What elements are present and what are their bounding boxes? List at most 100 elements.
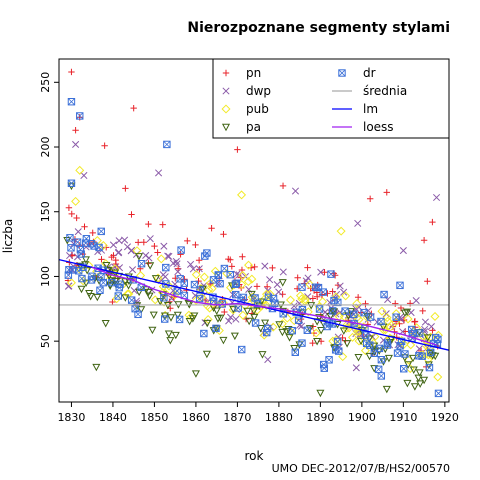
data-point xyxy=(239,293,248,302)
data-point xyxy=(97,273,105,281)
data-point xyxy=(121,236,129,244)
data-point xyxy=(402,308,412,317)
data-point xyxy=(69,266,77,274)
data-point xyxy=(203,319,212,328)
data-point xyxy=(383,339,392,347)
data-point xyxy=(382,313,392,323)
data-point xyxy=(88,272,96,281)
data-point xyxy=(429,218,436,226)
data-point xyxy=(137,306,146,314)
data-point xyxy=(123,289,133,299)
data-point xyxy=(153,273,163,283)
x-tick-label: 1840 xyxy=(99,411,127,424)
data-point xyxy=(374,365,383,374)
data-point xyxy=(239,253,246,260)
data-point xyxy=(330,296,338,305)
data-point xyxy=(284,325,293,334)
data-point xyxy=(434,335,442,344)
data-point xyxy=(404,361,413,369)
data-point xyxy=(400,365,408,373)
data-point xyxy=(68,68,75,76)
data-point xyxy=(362,300,369,307)
data-point xyxy=(320,364,328,372)
data-point xyxy=(377,356,386,364)
data-point xyxy=(220,264,229,273)
data-point xyxy=(219,336,228,345)
data-point xyxy=(216,279,224,288)
data-point xyxy=(249,307,258,315)
data-point xyxy=(250,313,259,322)
data-point xyxy=(234,146,241,153)
data-point xyxy=(137,259,146,268)
data-point xyxy=(427,323,435,331)
data-point xyxy=(227,256,234,263)
data-point xyxy=(289,316,299,326)
data-point xyxy=(269,294,278,303)
data-point xyxy=(232,290,240,299)
data-point xyxy=(246,298,256,308)
data-point xyxy=(191,270,201,280)
data-point xyxy=(294,274,301,281)
data-point xyxy=(382,310,390,318)
data-point xyxy=(67,98,76,106)
data-point xyxy=(81,256,90,264)
data-point xyxy=(204,285,214,295)
data-point xyxy=(331,272,339,279)
data-point xyxy=(238,310,248,320)
data-point xyxy=(220,230,227,238)
data-point xyxy=(325,356,333,364)
legend-label: średnia xyxy=(363,84,407,98)
data-point xyxy=(216,314,225,323)
series-dwp xyxy=(64,140,441,372)
data-point xyxy=(165,252,173,261)
data-point xyxy=(415,369,424,377)
data-point xyxy=(212,307,221,316)
data-point xyxy=(336,282,344,290)
data-point xyxy=(73,253,82,261)
data-point xyxy=(192,241,199,249)
data-point xyxy=(163,140,171,149)
data-point xyxy=(202,350,211,359)
data-point xyxy=(168,295,176,303)
data-point xyxy=(411,318,418,326)
data-point xyxy=(89,229,96,237)
data-point xyxy=(360,346,370,356)
data-point xyxy=(124,282,133,290)
data-point xyxy=(420,376,429,385)
data-point xyxy=(233,270,241,278)
data-point xyxy=(347,332,357,342)
data-point xyxy=(421,318,429,326)
data-point xyxy=(350,310,358,319)
data-point xyxy=(278,279,287,287)
data-point xyxy=(366,195,374,202)
data-point xyxy=(323,322,331,331)
data-point xyxy=(361,331,370,339)
series-dr xyxy=(64,95,443,398)
y-tick-label: 200 xyxy=(39,137,52,158)
data-point xyxy=(338,352,348,362)
data-point xyxy=(309,339,316,347)
data-point xyxy=(134,239,142,246)
legend-label: dr xyxy=(363,66,376,80)
data-point xyxy=(261,262,269,270)
data-point xyxy=(424,278,431,285)
data-point xyxy=(208,224,215,232)
data-point xyxy=(160,294,168,302)
data-point xyxy=(232,279,241,287)
data-point xyxy=(430,311,440,321)
data-point xyxy=(380,290,388,299)
legend-label: pn xyxy=(246,66,261,80)
data-point xyxy=(311,328,321,338)
data-point xyxy=(364,307,372,315)
data-point xyxy=(177,246,185,254)
data-point xyxy=(423,334,432,342)
data-point xyxy=(278,328,287,337)
legend-label: pa xyxy=(246,120,261,134)
data-point xyxy=(298,283,306,291)
data-point xyxy=(256,325,265,333)
data-point xyxy=(251,263,258,271)
data-point xyxy=(243,277,253,287)
data-point xyxy=(354,336,364,346)
data-point xyxy=(190,280,199,289)
data-point xyxy=(343,340,352,348)
